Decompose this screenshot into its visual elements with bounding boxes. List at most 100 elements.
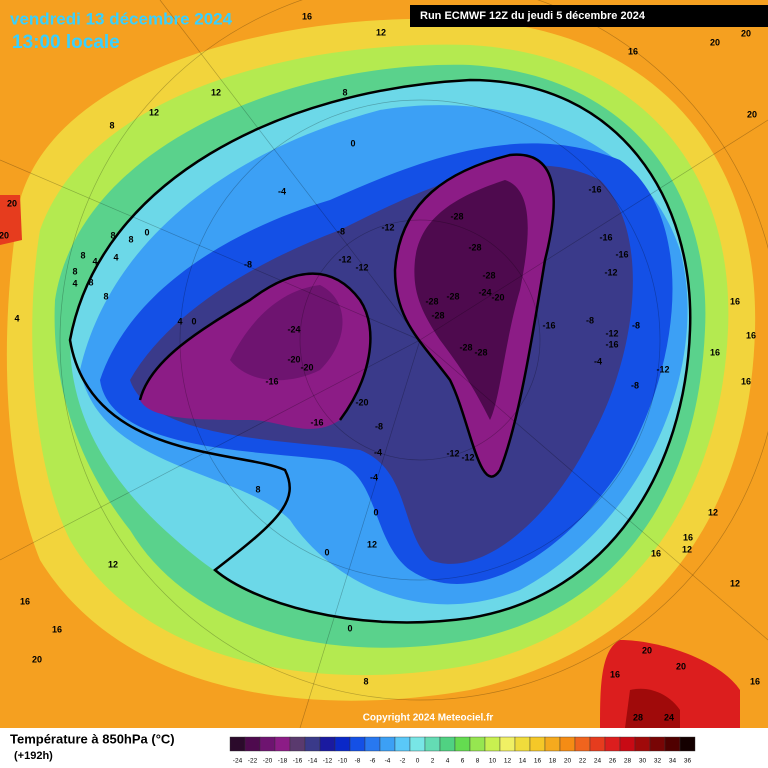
color-swatch [649, 736, 666, 752]
contour-label: -8 [631, 380, 639, 390]
contour-label: 8 [88, 277, 93, 287]
contour-label: 8 [128, 234, 133, 244]
contour-label: -8 [244, 259, 252, 269]
contour-label: 16 [741, 376, 751, 386]
color-tick-label: -22 [248, 758, 258, 765]
color-swatch [394, 736, 411, 752]
contour-label: 8 [363, 676, 368, 686]
contour-label: 8 [80, 250, 85, 260]
color-tick-label: 22 [579, 758, 587, 765]
color-tick-label: 26 [609, 758, 617, 765]
color-tick-label: 32 [654, 758, 662, 765]
contour-label: -16 [599, 232, 612, 242]
color-swatch [259, 736, 276, 752]
color-tick-label: 36 [684, 758, 692, 765]
color-tick-label: 8 [476, 758, 480, 765]
color-swatch [574, 736, 591, 752]
contour-label: -24 [287, 324, 300, 334]
contour-label: 4 [177, 316, 182, 326]
contour-label: -8 [632, 320, 640, 330]
contour-label: 20 [676, 661, 686, 671]
contour-label: 12 [730, 578, 740, 588]
contour-label: 8 [110, 230, 115, 240]
contour-label: 20 [32, 654, 42, 664]
contour-label: -28 [468, 242, 481, 252]
contour-label: -4 [278, 186, 286, 196]
run-banner [410, 5, 768, 27]
color-tick-label: 6 [461, 758, 465, 765]
contour-labels: -28-28-28-24 -20-28 -28-28-28 -28-16-16-16-… [0, 11, 760, 722]
contour-label: -4 [374, 447, 382, 457]
color-swatch [469, 736, 486, 752]
contour-label: 12 [376, 27, 386, 37]
contour-label: 0 [347, 623, 352, 633]
contour-label: 12 [211, 87, 221, 97]
map-field [0, 0, 768, 728]
contour-label: -4 [370, 472, 378, 482]
color-tick-label: 20 [564, 758, 572, 765]
contour-label: 8 [103, 291, 108, 301]
contour-label: 0 [144, 227, 149, 237]
color-swatch [409, 736, 426, 752]
copyright: Copyright 2024 Meteociel.fr [363, 713, 494, 724]
color-tick-label: -8 [355, 758, 361, 765]
contour-label: 12 [708, 507, 718, 517]
color-swatch [559, 736, 576, 752]
contour-label: 0 [324, 547, 329, 557]
color-swatch [424, 736, 441, 752]
color-swatch [274, 736, 291, 752]
contour-label: 12 [682, 544, 692, 554]
contour-label: -28 [482, 270, 495, 280]
color-swatch [499, 736, 516, 752]
color-swatch [484, 736, 501, 752]
contour-label: 20 [741, 28, 751, 38]
contour-label: 20 [642, 645, 652, 655]
time: 13:00 locale [12, 32, 120, 53]
contour-label: 20 [747, 109, 757, 119]
contour-label: -8 [337, 226, 345, 236]
lead-time: (+192h) [14, 750, 53, 762]
contour-label: 8 [72, 266, 77, 276]
color-swatch [349, 736, 366, 752]
contour-label: 16 [52, 624, 62, 634]
contour-label: -16 [310, 417, 323, 427]
contour-label: -28 [425, 296, 438, 306]
contour-label: 16 [628, 46, 638, 56]
contour-label: 12 [367, 539, 377, 549]
contour-label: -28 [431, 310, 444, 320]
color-tick-label: 12 [504, 758, 512, 765]
color-tick-label: -16 [293, 758, 303, 765]
contour-label: 16 [750, 676, 760, 686]
color-swatch [529, 736, 546, 752]
contour-label: -20 [491, 292, 504, 302]
contour-label: -16 [605, 339, 618, 349]
color-swatch [439, 736, 456, 752]
color-tick-label: 18 [549, 758, 557, 765]
contour-label: -28 [474, 347, 487, 357]
color-tick-label: -12 [323, 758, 333, 765]
run-info: Run ECMWF 12Z du jeudi 5 décembre 2024 [420, 10, 646, 22]
color-swatch [544, 736, 561, 752]
color-swatch [619, 736, 636, 752]
date: vendredi 13 décembre 2024 [10, 9, 233, 28]
color-swatch [604, 736, 621, 752]
color-tick-label: -6 [370, 758, 376, 765]
contour-label: 16 [710, 347, 720, 357]
contour-label: -16 [615, 249, 628, 259]
color-tick-label: 24 [594, 758, 602, 765]
contour-label: -20 [300, 362, 313, 372]
color-swatch [679, 736, 696, 752]
color-tick-label: 14 [519, 758, 527, 765]
contour-label: -12 [446, 448, 459, 458]
contours [68, 78, 692, 624]
contour-label: 8 [255, 484, 260, 494]
contour-label: 4 [113, 252, 118, 262]
color-tick-label: 0 [416, 758, 420, 765]
contour-label: -20 [287, 354, 300, 364]
graticule [0, 0, 768, 729]
contour-label: -4 [594, 356, 602, 366]
contour-label: -12 [605, 328, 618, 338]
color-swatch [244, 736, 261, 752]
